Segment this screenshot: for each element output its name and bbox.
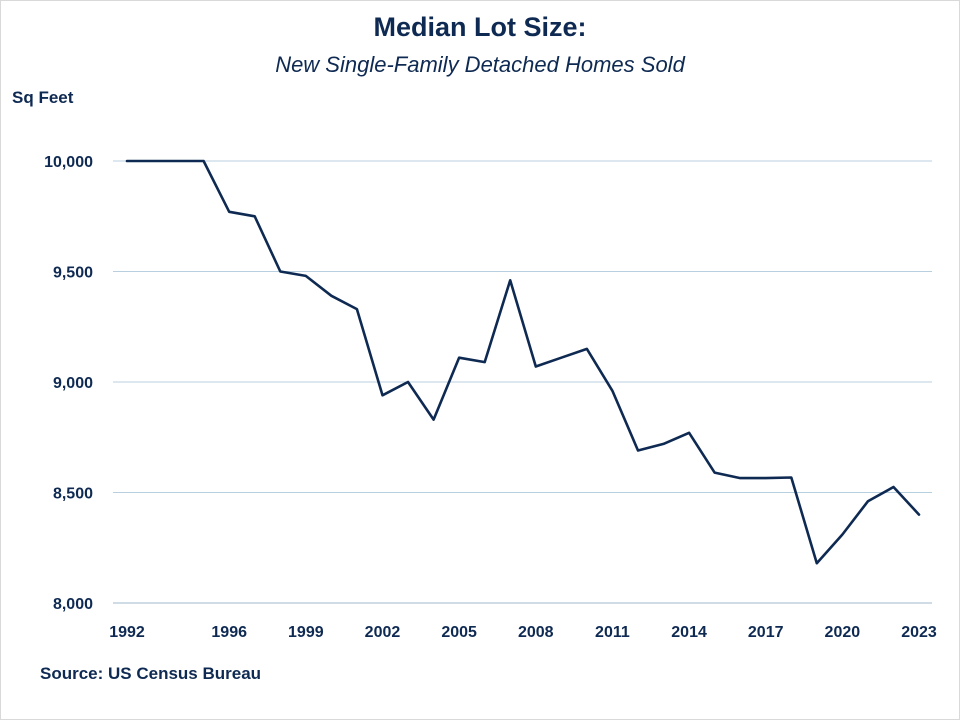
- x-tick-label: 2023: [901, 624, 937, 641]
- x-tick-label: 2002: [365, 624, 401, 641]
- x-tick-label: 1996: [211, 624, 247, 641]
- x-tick-label: 2008: [518, 624, 554, 641]
- y-axis-label: Sq Feet: [12, 88, 74, 107]
- x-tick-label: 2017: [748, 624, 784, 641]
- y-tick-label: 10,000: [44, 154, 93, 171]
- chart-title: Median Lot Size:: [373, 12, 587, 42]
- y-tick-label: 9,000: [53, 375, 93, 392]
- x-tick-label: 1999: [288, 624, 324, 641]
- y-tick-label: 8,500: [53, 486, 93, 503]
- source-note: Source: US Census Bureau: [40, 664, 262, 683]
- x-tick-label: 2020: [825, 624, 861, 641]
- y-tick-label: 8,000: [53, 596, 93, 613]
- x-tick-label: 2014: [671, 624, 707, 641]
- y-tick-label: 9,500: [53, 265, 93, 282]
- series-line: [125, 159, 921, 565]
- x-tick-label: 2011: [595, 624, 630, 641]
- x-tick-label: 1992: [109, 624, 145, 641]
- chart-subtitle: New Single-Family Detached Homes Sold: [275, 52, 685, 77]
- x-tick-label: 2005: [441, 624, 477, 641]
